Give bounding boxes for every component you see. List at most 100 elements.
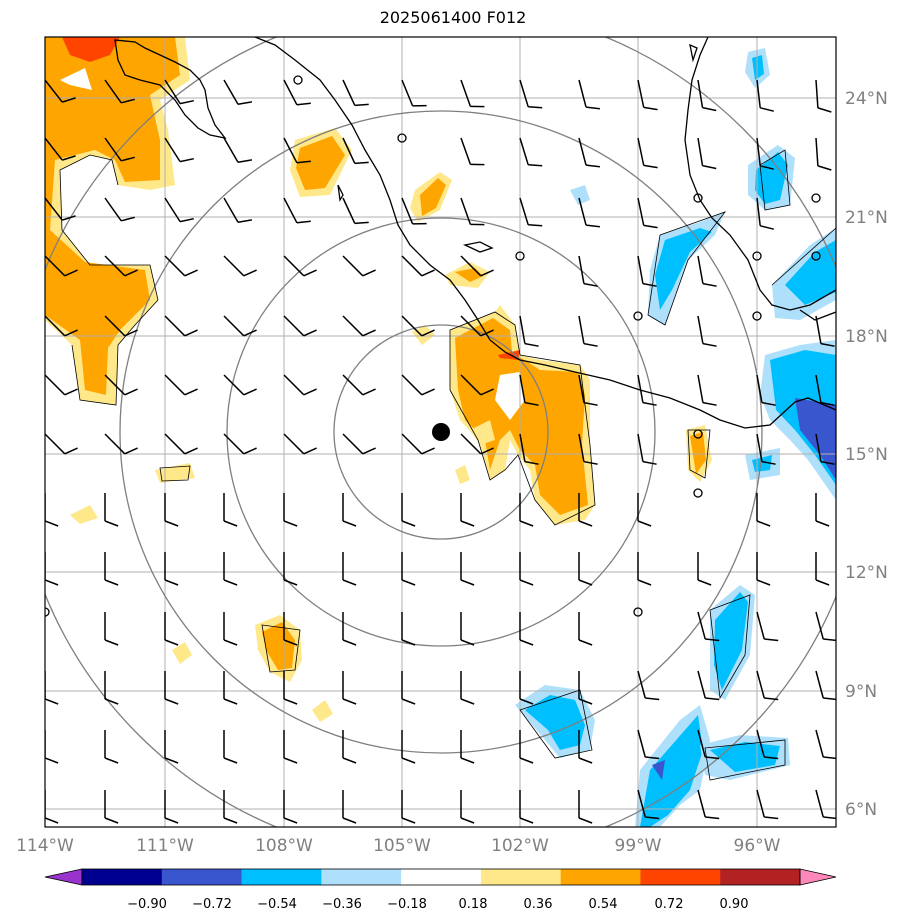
wind-barb-flag <box>421 329 435 337</box>
wind-barb-staff <box>697 315 704 344</box>
wind-barb-staff <box>342 315 364 337</box>
colorbar-segment <box>720 869 801 885</box>
wind-barb-staff <box>519 374 526 403</box>
wind-barb-flag <box>460 757 475 764</box>
wind-barb-flag <box>578 520 593 527</box>
wind-barb-staff <box>519 433 526 462</box>
wind-barb-flag <box>342 698 357 705</box>
wind-barb-flag <box>184 447 198 455</box>
wind-barb-staff <box>342 374 364 396</box>
wind-barb-flag <box>519 757 534 764</box>
wind-barb-staff <box>460 79 472 107</box>
wind-barb-flag <box>354 103 369 107</box>
calm-wind-markers <box>45 75 821 617</box>
colorbar-segment <box>321 869 402 885</box>
colorbar-tick: 0.18 <box>459 897 488 912</box>
wind-barb-staff <box>815 79 819 108</box>
wind-barb-flag <box>645 816 660 820</box>
wind-barb-staff <box>223 137 239 163</box>
wind-barb-staff <box>637 670 646 699</box>
wind-barb-flag <box>283 639 298 646</box>
wind-barb-flag <box>45 698 59 705</box>
wind-barb-flag <box>421 269 435 277</box>
longitude-labels: 114°W 111°W 108°W 105°W 102°W 99°W 96°W <box>16 836 781 856</box>
wind-barb-staff <box>45 374 66 396</box>
wind-barb-staff <box>815 137 819 166</box>
lat-label: 9°N <box>845 682 877 702</box>
negative-anomaly-shading <box>515 48 836 827</box>
wind-barb-flag <box>761 460 776 465</box>
wind-barb-staff <box>283 79 298 106</box>
wind-barb-staff <box>815 670 824 699</box>
wind-barb-staff <box>104 197 122 222</box>
wind-barb-staff <box>697 137 704 166</box>
colorbar-tick: −0.54 <box>257 897 297 912</box>
wind-barb-flag <box>164 698 179 705</box>
wind-barb-flag <box>243 388 257 396</box>
wind-barb-flag <box>164 639 179 646</box>
wind-barb-flag <box>524 460 539 465</box>
wind-barb-staff <box>401 79 414 107</box>
wind-barb-staff <box>104 315 126 337</box>
wind-barb-flag <box>342 639 357 646</box>
lat-label: 18°N <box>845 327 888 347</box>
wind-barb-flag <box>480 447 494 455</box>
wind-barb-staff <box>756 433 763 462</box>
wind-barb-flag <box>401 817 416 824</box>
wind-barb-flag <box>761 401 776 406</box>
wind-barb-staff <box>104 79 122 104</box>
wind-barb-staff <box>637 433 644 462</box>
wind-barb-flag <box>756 520 771 527</box>
wind-barb-flag <box>519 698 534 705</box>
map-plot-area <box>45 37 836 827</box>
wind-barb-flag <box>283 698 298 705</box>
wind-barb-flag <box>283 520 298 527</box>
wind-barb-flag <box>104 817 119 824</box>
wind-barb-flag <box>815 579 830 586</box>
wind-barb-flag <box>362 329 376 337</box>
wind-barb-staff <box>45 433 66 455</box>
wind-barb-staff <box>519 197 529 226</box>
wind-barb-staff <box>401 197 414 225</box>
wind-barb-staff <box>223 433 245 455</box>
positive-anomaly-shading <box>45 37 712 722</box>
wind-barb-flag <box>303 447 317 455</box>
wind-barb-staff <box>697 670 706 699</box>
wind-barb-staff <box>283 315 305 337</box>
wind-barb-staff <box>460 255 482 277</box>
wind-barb-staff <box>815 789 824 818</box>
wind-barb-flag <box>283 817 298 824</box>
wind-barb-staff <box>519 315 526 344</box>
wind-barb-flag <box>64 329 78 337</box>
wind-barb-flag <box>401 757 416 764</box>
wind-barb-flag <box>578 698 593 705</box>
wind-barb-flag <box>401 639 416 646</box>
wind-barbs <box>45 79 836 824</box>
wind-barb-staff <box>460 197 472 225</box>
wind-barb-flag <box>823 638 836 642</box>
colorbar-tick: 0.54 <box>589 897 618 912</box>
wind-barb-staff <box>164 197 181 223</box>
wind-barb-staff <box>401 315 423 337</box>
wind-barb-staff <box>460 433 482 455</box>
wind-barb-flag <box>237 159 253 163</box>
wind-barb-flag <box>104 520 119 527</box>
wind-barb-flag <box>460 698 475 705</box>
wind-barb-staff <box>578 79 587 108</box>
wind-barb-flag <box>820 401 835 406</box>
wind-barb-staff <box>342 255 364 277</box>
wind-barb-flag <box>283 579 298 586</box>
wind-barb-staff <box>223 79 239 105</box>
colorbar-segment <box>640 869 721 885</box>
wind-barb-flag <box>124 269 138 277</box>
wind-barb-staff <box>637 789 646 818</box>
wind-barb-staff <box>578 197 587 226</box>
wind-barb-flag <box>480 269 494 277</box>
wind-barb-flag <box>64 269 78 277</box>
wind-barb-flag <box>342 520 357 527</box>
wind-barb-flag <box>760 165 774 170</box>
wind-barb-flag <box>124 329 138 337</box>
wind-barb-staff <box>460 374 482 396</box>
wind-barb-staff <box>756 789 765 818</box>
wind-barb-flag <box>519 639 534 646</box>
